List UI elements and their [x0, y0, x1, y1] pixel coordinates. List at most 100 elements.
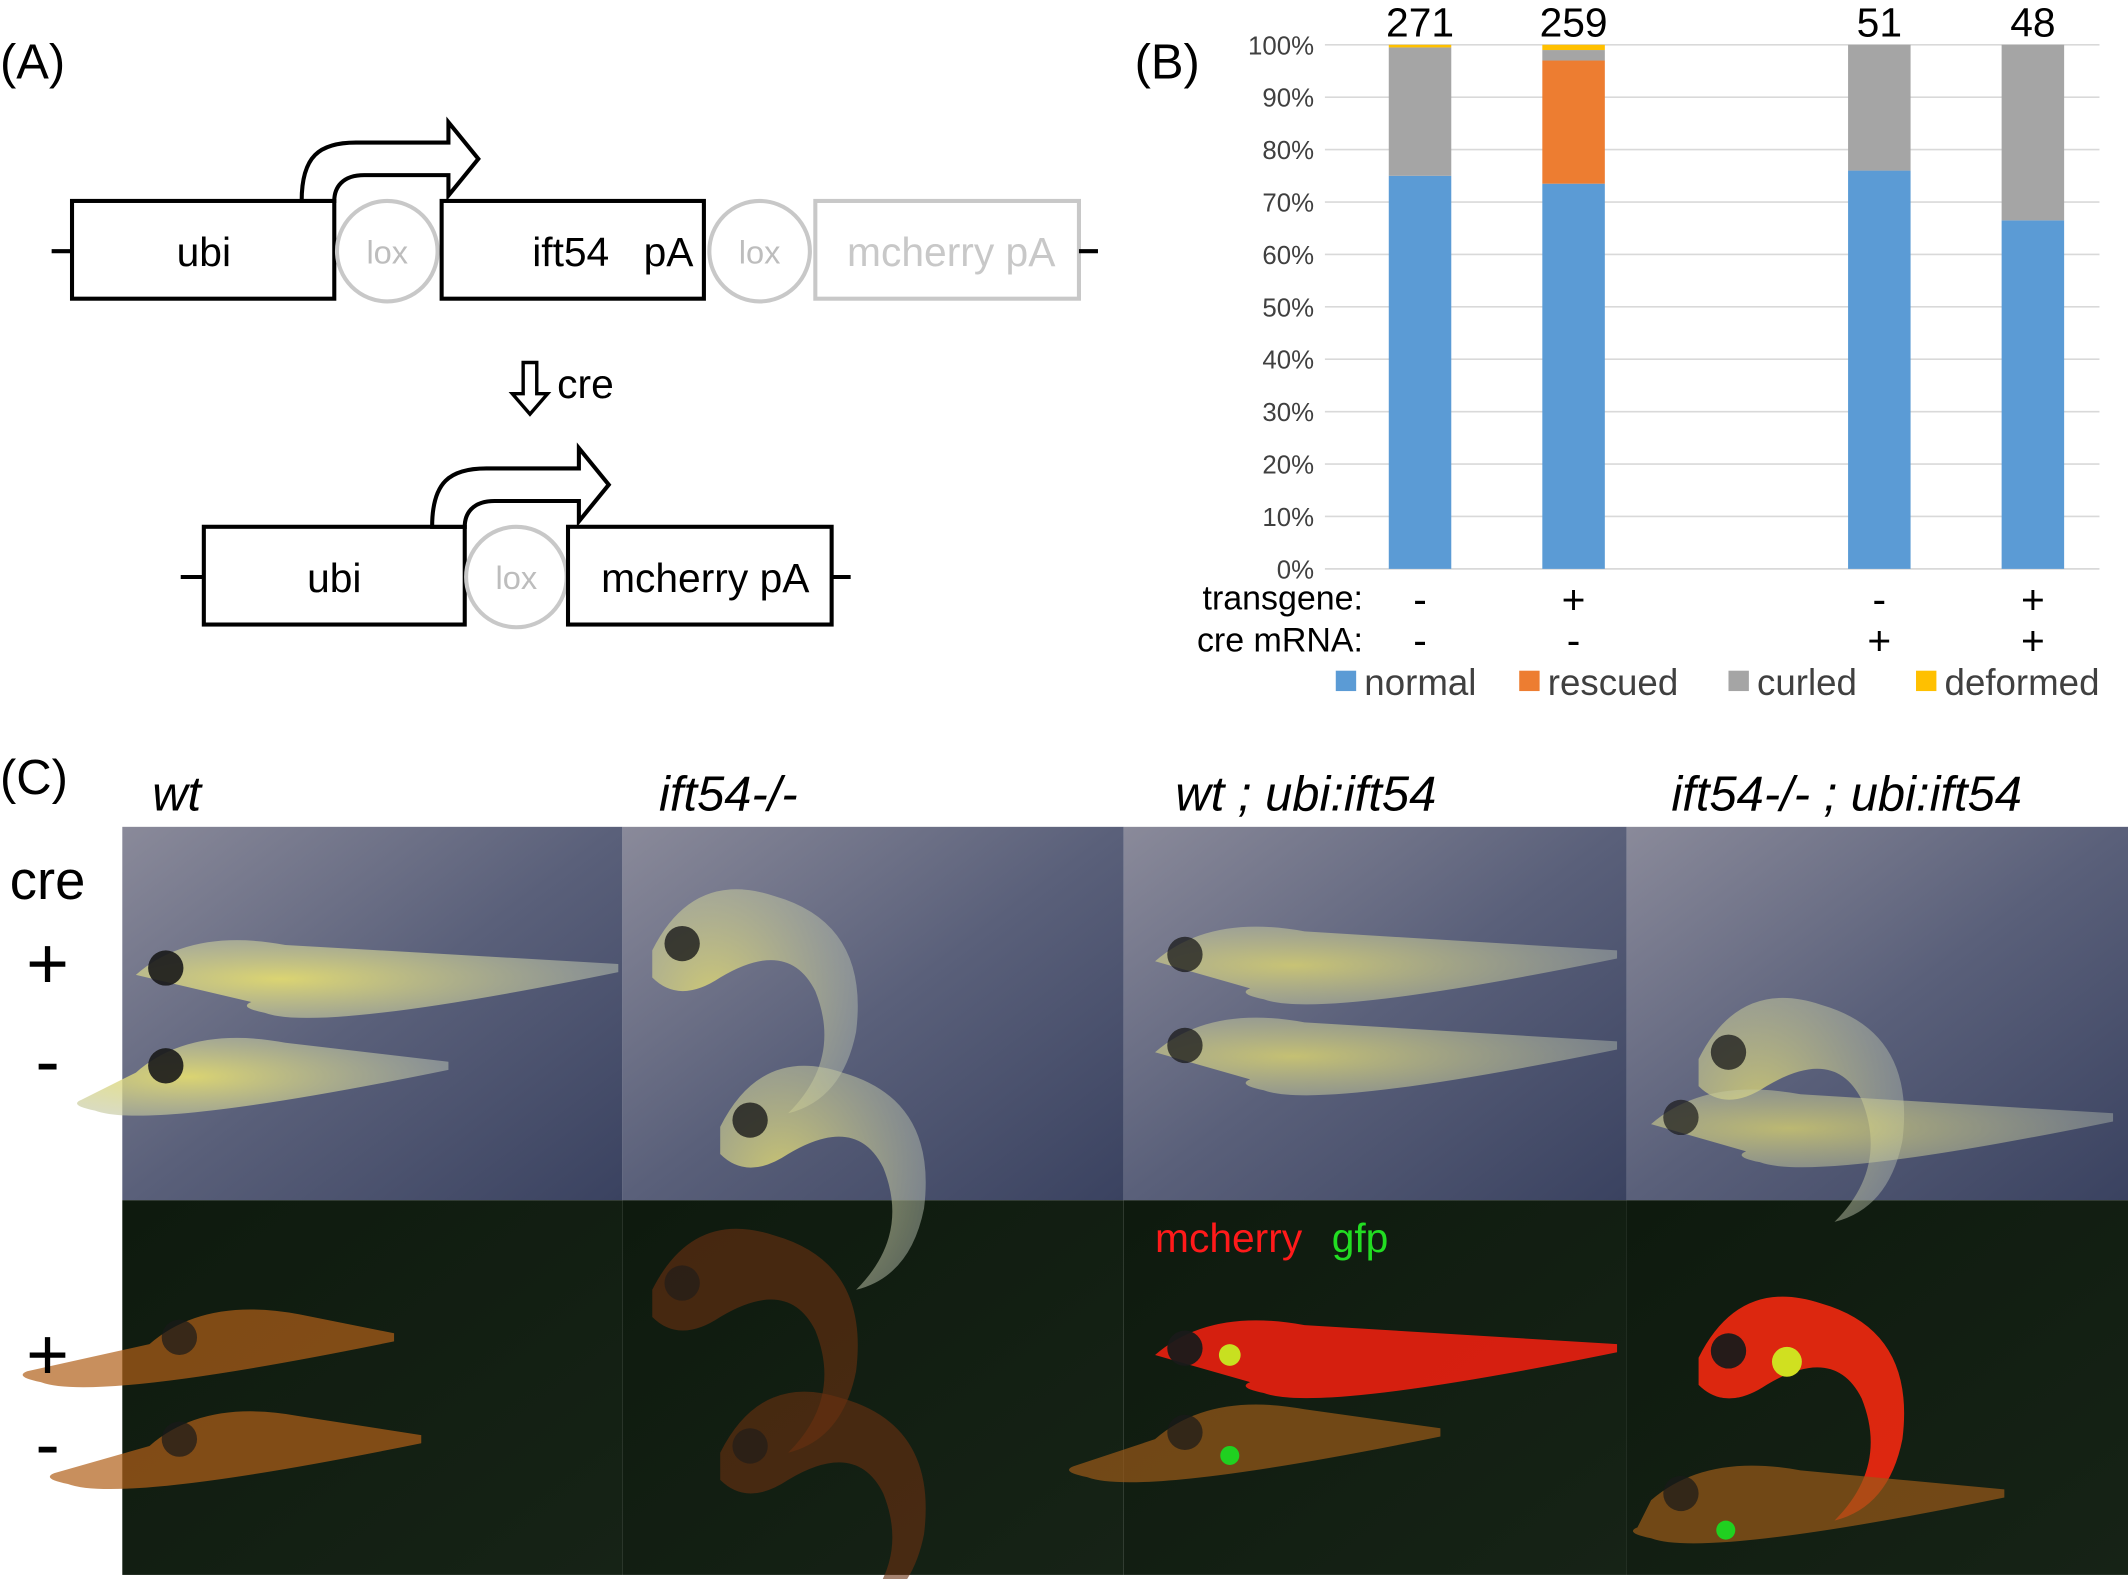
larva [1155, 926, 1618, 1005]
column-header: wt ; ubi:ift54 [1175, 768, 1436, 822]
larva-eye [1167, 1414, 1203, 1451]
gfp-spot [1716, 1520, 1736, 1540]
y-tick-label: 0% [1277, 556, 1314, 584]
larva [1698, 1296, 1905, 1521]
condition-value: + [1562, 577, 1586, 623]
condition-value: - [1413, 617, 1427, 663]
gfp-spot [1771, 1346, 1802, 1377]
larva-eye [1167, 936, 1203, 973]
larva-eye [1663, 1475, 1699, 1512]
larva-eye [148, 950, 184, 986]
larva-eye [1167, 1330, 1203, 1366]
legend-label: deformed [1945, 662, 2100, 703]
y-tick-label: 30% [1262, 399, 1314, 427]
larva-eye [161, 1319, 198, 1355]
recombinase-text: cre [557, 361, 614, 407]
larva-eye [161, 1421, 198, 1457]
larva [720, 1391, 926, 1579]
y-tick-label: 100% [1248, 32, 1314, 60]
condition-value: + [1867, 617, 1891, 663]
y-tick-label: 90% [1262, 85, 1314, 113]
condition-value: - [1873, 577, 1887, 623]
larva-eye [732, 1102, 768, 1138]
y-tick-label: 60% [1262, 242, 1314, 270]
panel-label: (C) [0, 751, 68, 805]
condition-value: + [2021, 577, 2045, 623]
chart: 0%10%20%30%40%50%60%70%80%90%100%271--25… [1197, 0, 2100, 703]
larva-eye [1167, 1027, 1203, 1064]
bar-segment [1388, 44, 1452, 48]
larva-eye [1663, 1099, 1699, 1136]
bar-segment [1542, 183, 1605, 569]
gfp-spot [1220, 1445, 1240, 1465]
y-tick-label: 50% [1262, 294, 1314, 322]
lox-site [707, 198, 812, 304]
legend-label: curled [1757, 662, 1857, 703]
panel-label: (A) [0, 36, 65, 90]
promoter-box [201, 524, 467, 627]
larva [1651, 1089, 2114, 1168]
larva-eye [664, 925, 700, 962]
larva [1068, 1404, 1441, 1483]
legend-swatch [1916, 670, 1937, 692]
column-header: ift54-/- [659, 768, 798, 822]
row-sign: + [26, 1313, 69, 1395]
pa-text: pA [644, 229, 695, 275]
count-label: 51 [1857, 0, 1902, 46]
condition-value: - [1567, 617, 1581, 663]
condition-value: - [1413, 577, 1427, 623]
y-tick-label: 10% [1262, 504, 1314, 532]
down-arrow [508, 360, 552, 417]
row-sign: - [35, 1403, 59, 1485]
y-tick-label: 80% [1262, 137, 1314, 165]
legend-swatch [1335, 670, 1357, 692]
reporter-box [813, 198, 1081, 301]
bar-segment [2001, 220, 2065, 569]
larva-eye [664, 1265, 700, 1301]
bar-segment [1848, 44, 1911, 171]
larva-eye [732, 1428, 768, 1464]
count-label: 48 [2010, 0, 2055, 46]
lox-text: lox [496, 559, 538, 596]
condition-label: transgene: [1203, 580, 1363, 618]
bar-segment [1848, 170, 1911, 569]
bar-segment [2001, 44, 2065, 221]
larva [1155, 1320, 1618, 1399]
panel-label: (B) [1135, 36, 1200, 90]
promoter-box [69, 198, 337, 301]
count-label: 271 [1386, 0, 1454, 46]
promoter-arrow [430, 442, 612, 529]
lox-site [334, 198, 440, 304]
overlay-gfp: gfp [1332, 1215, 1389, 1261]
larva-eye [1710, 1034, 1747, 1070]
promoter-arrow [299, 116, 481, 203]
larva [1155, 1017, 1618, 1096]
gene-text: ift54 [532, 229, 609, 275]
reporter-text: mcherry pA [847, 229, 1056, 275]
condition-label: cre mRNA: [1197, 622, 1363, 660]
y-tick-label: 40% [1262, 347, 1314, 375]
column-header: ift54-/- ; ubi:ift54 [1671, 768, 2022, 822]
legend-swatch [1519, 670, 1540, 692]
bar-segment [1388, 175, 1452, 569]
larva-eye [148, 1048, 184, 1084]
fluorescence-photo [122, 1200, 623, 1575]
larva [1698, 997, 1905, 1222]
larva-eye [1710, 1333, 1747, 1369]
y-tick-label: 70% [1262, 190, 1314, 218]
row-sign: + [26, 922, 69, 1004]
overlay-mcherry: mcherry [1155, 1215, 1303, 1261]
lox-text: lox [366, 233, 408, 270]
column-header: wt [152, 768, 203, 822]
larva [22, 1309, 395, 1388]
larva [652, 1228, 858, 1453]
lox-text: lox [739, 233, 781, 270]
count-label: 259 [1540, 0, 1608, 46]
legend-label: rescued [1548, 662, 1678, 703]
larva [49, 1411, 422, 1490]
reporter-text: mcherry pA [601, 555, 810, 601]
larva [652, 889, 858, 1114]
larva [135, 940, 619, 1018]
